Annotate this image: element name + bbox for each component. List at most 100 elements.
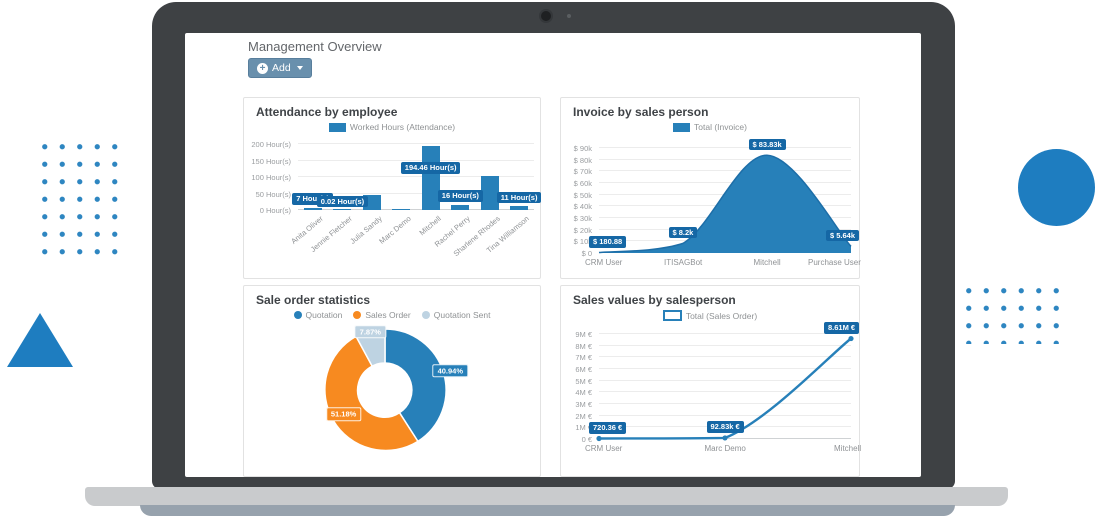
y-axis-label: $ 20k xyxy=(573,225,592,235)
decor-dots-left xyxy=(36,138,126,256)
attendance-bar-chart[interactable]: Anita Oliver Jennie Fletcher Julia Sandy Ma… xyxy=(244,98,542,278)
y-axis-label: 6M € xyxy=(575,365,592,374)
legend-label: Sales Order xyxy=(365,310,411,320)
legend-item[interactable]: Total (Invoice) xyxy=(673,122,747,132)
legend-item[interactable]: Quotation xyxy=(293,310,343,320)
data-label: 7 Hour(s) xyxy=(292,193,334,205)
decor-triangle xyxy=(7,313,73,367)
x-axis-label: Mitchell xyxy=(834,444,862,453)
webcam-led-icon xyxy=(567,14,571,18)
panel-title: Sales values by salesperson xyxy=(573,293,736,307)
data-label: $ 8.2k xyxy=(668,226,698,239)
bar[interactable] xyxy=(480,176,499,210)
legend-item[interactable]: Quotation Sent xyxy=(421,310,491,320)
invoice-area-chart[interactable]: CRM User ITISAGBot Mitchell Purchase User $ … xyxy=(561,98,861,278)
data-point[interactable] xyxy=(848,335,854,342)
panel-title: Invoice by sales person xyxy=(573,105,709,119)
y-axis-label: $ 0 xyxy=(581,249,592,258)
y-axis-label: 1M € xyxy=(575,423,592,433)
plus-circle-icon: + xyxy=(257,62,268,74)
chevron-down-icon xyxy=(296,66,303,70)
data-label: 8.61M € xyxy=(824,322,860,334)
data-label: $ 83.83k xyxy=(748,138,786,151)
legend-item[interactable]: Total (Sales Order) xyxy=(662,310,757,321)
plot-area: Anita Oliver Jennie Fletcher Julia Sandy Ma… xyxy=(289,143,542,258)
panel-attendance: Attendance by employee Worked Hours (Att… xyxy=(243,97,542,279)
line-series[interactable] xyxy=(596,334,854,442)
legend-swatch xyxy=(328,122,346,132)
data-label: 0.02 Hour(s) xyxy=(316,195,369,207)
gridline xyxy=(599,170,851,172)
donut-chart-canvas[interactable] xyxy=(244,286,540,476)
y-axis-label: 100 Hour(s) xyxy=(251,173,291,182)
webcam-icon xyxy=(541,11,551,21)
data-point[interactable] xyxy=(596,435,602,442)
bar[interactable] xyxy=(333,209,352,210)
legend-label: Quotation xyxy=(305,310,343,320)
y-axis-label: $ 50k xyxy=(573,190,592,200)
bar[interactable] xyxy=(451,204,470,210)
y-axis-label: 2M € xyxy=(575,411,592,421)
panel-invoice: Invoice by sales person Total (Invoice) … xyxy=(560,97,861,279)
data-label: 720.36 € xyxy=(589,422,627,434)
legend-swatch xyxy=(421,311,430,319)
decor-dots-right xyxy=(960,282,1066,344)
plot-area: CRM User ITISAGBot Mitchell Purchase User $ … xyxy=(585,138,861,267)
data-label: 40.94% xyxy=(432,364,469,378)
bar[interactable] xyxy=(303,207,322,210)
x-axis-label: Mitchell xyxy=(417,214,443,238)
data-label: $ 180.88 xyxy=(589,236,627,248)
y-axis-label: $ 70k xyxy=(573,167,592,177)
gridline xyxy=(599,333,851,334)
sales-values-line-chart[interactable]: CRM User Marc Demo Mitchell 720.36 € 92.83k … xyxy=(561,286,861,476)
gridline xyxy=(298,209,534,210)
y-axis-label: 150 Hour(s) xyxy=(251,156,291,166)
gridline xyxy=(298,176,534,177)
legend-item[interactable]: Worked Hours (Attendance) xyxy=(328,122,455,132)
y-axis-label: 9M € xyxy=(575,330,592,339)
laptop-base xyxy=(85,487,1008,506)
x-axis-label: ITISAGBot xyxy=(664,258,703,267)
add-button-label: Add xyxy=(272,62,291,74)
legend-swatch xyxy=(353,311,362,319)
data-label: 7.87% xyxy=(354,325,386,339)
area-series[interactable] xyxy=(598,148,852,254)
gridline xyxy=(298,192,534,194)
gridline xyxy=(599,147,851,148)
legend: Total (Sales Order) xyxy=(561,310,859,321)
y-axis-label: 50 Hour(s) xyxy=(255,189,291,199)
data-label: 11 Hour(s) xyxy=(496,191,542,204)
pie-slice[interactable] xyxy=(324,335,419,452)
data-label: 92.83k € xyxy=(706,421,744,433)
data-point[interactable] xyxy=(722,435,728,441)
legend: Worked Hours (Attendance) xyxy=(244,122,540,132)
sale-order-donut-chart[interactable]: 40.94% 51.18% 7.87% xyxy=(244,286,540,476)
plot-area: CRM User Marc Demo Mitchell 720.36 € 92.83k … xyxy=(585,322,861,453)
data-label: 51.18% xyxy=(325,407,362,422)
y-axis-label: 4M € xyxy=(575,388,592,398)
bar[interactable] xyxy=(392,209,411,210)
x-axis-label: Purchase User xyxy=(808,258,861,267)
y-axis-label: $ 40k xyxy=(573,202,592,212)
bar[interactable] xyxy=(510,206,529,210)
laptop-base-shadow xyxy=(140,505,955,516)
gridline xyxy=(599,182,851,183)
dashboard-screen: Management Overview + Add Attendance by … xyxy=(185,33,921,477)
y-axis-label: $ 80k xyxy=(573,155,592,165)
panel-title: Sale order statistics xyxy=(256,293,371,307)
legend-swatch xyxy=(673,122,691,132)
legend-item[interactable]: Sales Order xyxy=(353,310,411,320)
legend: Total (Invoice) xyxy=(561,122,859,132)
panel-title: Attendance by employee xyxy=(256,105,398,119)
gridline xyxy=(298,143,534,144)
legend-label: Quotation Sent xyxy=(433,310,491,320)
gridline xyxy=(599,344,851,346)
gridline xyxy=(599,379,851,381)
y-axis-label: $ 30k xyxy=(573,214,592,223)
add-button[interactable]: + Add xyxy=(248,58,312,78)
bar[interactable] xyxy=(421,145,440,210)
gridline xyxy=(599,368,851,369)
gridline xyxy=(599,403,851,404)
gridline xyxy=(599,158,851,160)
